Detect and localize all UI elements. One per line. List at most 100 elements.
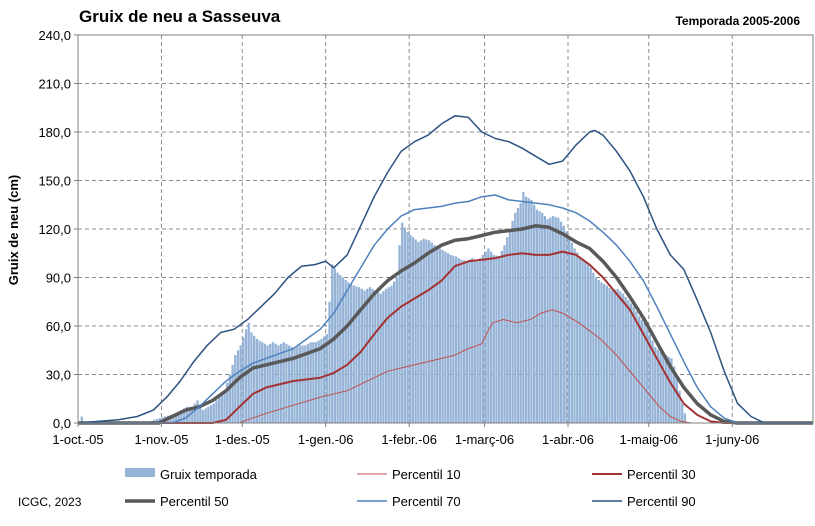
x-tick-label: 1-abr.-06 <box>542 432 594 447</box>
snow-depth-bar <box>624 296 627 423</box>
snow-depth-bar <box>204 408 207 423</box>
snow-depth-bar <box>441 250 444 423</box>
snow-depth-bar <box>406 232 409 423</box>
chart-subtitle: Temporada 2005-2006 <box>675 14 800 28</box>
snow-depth-bar <box>360 288 363 423</box>
snow-depth-bar <box>393 281 396 423</box>
snow-depth-bar <box>597 279 600 423</box>
snow-depth-bar <box>646 328 649 423</box>
snow-depth-bar <box>239 345 242 423</box>
y-tick-label: 0,0 <box>53 416 71 431</box>
snow-depth-bar <box>298 345 302 423</box>
snow-depth-bar <box>492 254 495 423</box>
snow-depth-bar <box>576 252 579 423</box>
snow-depth-bar <box>250 332 253 423</box>
snow-depth-bar <box>578 256 582 423</box>
legend-label: Percentil 70 <box>392 494 461 509</box>
snow-depth-bar <box>395 277 398 423</box>
snow-depth-bar <box>325 334 328 423</box>
y-tick-label: 90,0 <box>46 271 71 286</box>
snow-depth-bar <box>191 406 194 423</box>
snow-depth-bar <box>457 258 460 423</box>
snow-depth-bar <box>503 245 506 423</box>
x-tick-label: 1-gen.-06 <box>298 432 354 447</box>
snow-depth-bar <box>648 334 652 423</box>
snow-depth-bar <box>471 258 474 423</box>
snow-depth-bar <box>242 337 245 423</box>
snow-depth-bar <box>401 222 404 423</box>
snow-depth-bar <box>541 212 544 423</box>
snow-depth-bar <box>172 414 175 423</box>
snow-depth-bar <box>675 377 678 423</box>
snow-depth-bar <box>465 261 468 423</box>
snow-depth-bar <box>584 261 587 423</box>
snow-depth-bar <box>586 264 590 423</box>
credit-text: ICGC, 2023 <box>18 495 82 509</box>
snow-depth-bar <box>296 347 299 423</box>
snow-depth-bar <box>207 406 210 423</box>
x-tick-label: 1-oct.-05 <box>52 432 103 447</box>
snow-depth-bar <box>301 345 304 423</box>
snow-depth-bar <box>559 221 563 423</box>
y-tick-label: 210,0 <box>38 77 71 92</box>
snow-depth-bar <box>479 258 482 423</box>
snow-depth-bar <box>244 329 248 423</box>
snow-depth-bar <box>379 293 382 423</box>
snow-depth-bar <box>328 301 331 423</box>
snow-depth-bar <box>608 288 611 423</box>
snow-depth-bar <box>651 340 654 423</box>
snow-depth-bar <box>269 343 272 423</box>
snow-depth-bar <box>557 217 560 423</box>
y-axis-ticks: 0,0 30,0 60,0 90,0 120,0 150,0 180,0 210,0 240,0 <box>38 28 78 431</box>
snow-depth-bar <box>573 248 576 423</box>
snow-depth-bar <box>306 343 310 423</box>
snow-depth-bar <box>374 290 377 423</box>
snow-depth-bar <box>640 319 643 423</box>
y-tick-label: 30,0 <box>46 368 71 383</box>
snow-depth-bar <box>196 400 199 423</box>
snow-depth-bar <box>387 287 390 423</box>
x-tick-label: 1-des.-05 <box>215 432 270 447</box>
snow-depth-bar <box>519 203 522 423</box>
snow-depth-bar <box>317 340 320 423</box>
snow-depth-bar <box>664 355 668 423</box>
snow-depth-bar <box>522 191 525 423</box>
snow-depth-bar <box>312 342 315 423</box>
snow-depth-bar <box>314 342 318 423</box>
snow-depth-bar <box>333 268 337 423</box>
snow-depth-bar <box>341 277 345 423</box>
snow-depth-bar <box>681 403 684 423</box>
snow-depth-bar <box>358 287 361 423</box>
snow-depth-bar <box>670 358 673 423</box>
snow-depth-bar <box>261 342 264 423</box>
legend-swatch-bars <box>125 468 155 477</box>
legend-label: Gruix temporada <box>160 467 258 482</box>
snow-depth-bar <box>656 349 660 423</box>
snow-depth-bar <box>594 277 598 423</box>
snow-depth-bar <box>659 351 662 423</box>
snow-depth-bar <box>174 413 178 423</box>
legend-label: Percentil 10 <box>392 467 461 482</box>
snow-depth-bar <box>212 403 215 423</box>
snow-depth-bar <box>683 413 687 423</box>
snow-depth-bar <box>535 209 538 423</box>
snow-depth-bar <box>419 240 423 423</box>
snow-depth-bar <box>304 345 307 423</box>
snow-depth-bar <box>533 204 536 423</box>
snow-depth-bar <box>177 411 180 423</box>
snow-depth-bar <box>613 289 617 423</box>
snow-depth-bar <box>554 216 557 423</box>
snow-depth-bar <box>454 256 458 423</box>
y-tick-label: 60,0 <box>46 319 71 334</box>
series-line-percentil-50 <box>78 224 813 425</box>
snow-depth-bar <box>629 303 633 423</box>
snow-depth-bar <box>551 216 555 423</box>
snow-depth-bar <box>489 251 493 423</box>
legend-label: Percentil 90 <box>627 494 696 509</box>
y-tick-label: 120,0 <box>38 222 71 237</box>
snow-depth-bar <box>193 403 197 423</box>
snow-depth-bar <box>468 259 471 423</box>
snow-depth-bar <box>538 211 541 423</box>
snow-depth-bar <box>384 288 388 423</box>
x-tick-label: 1-nov.-05 <box>134 432 188 447</box>
